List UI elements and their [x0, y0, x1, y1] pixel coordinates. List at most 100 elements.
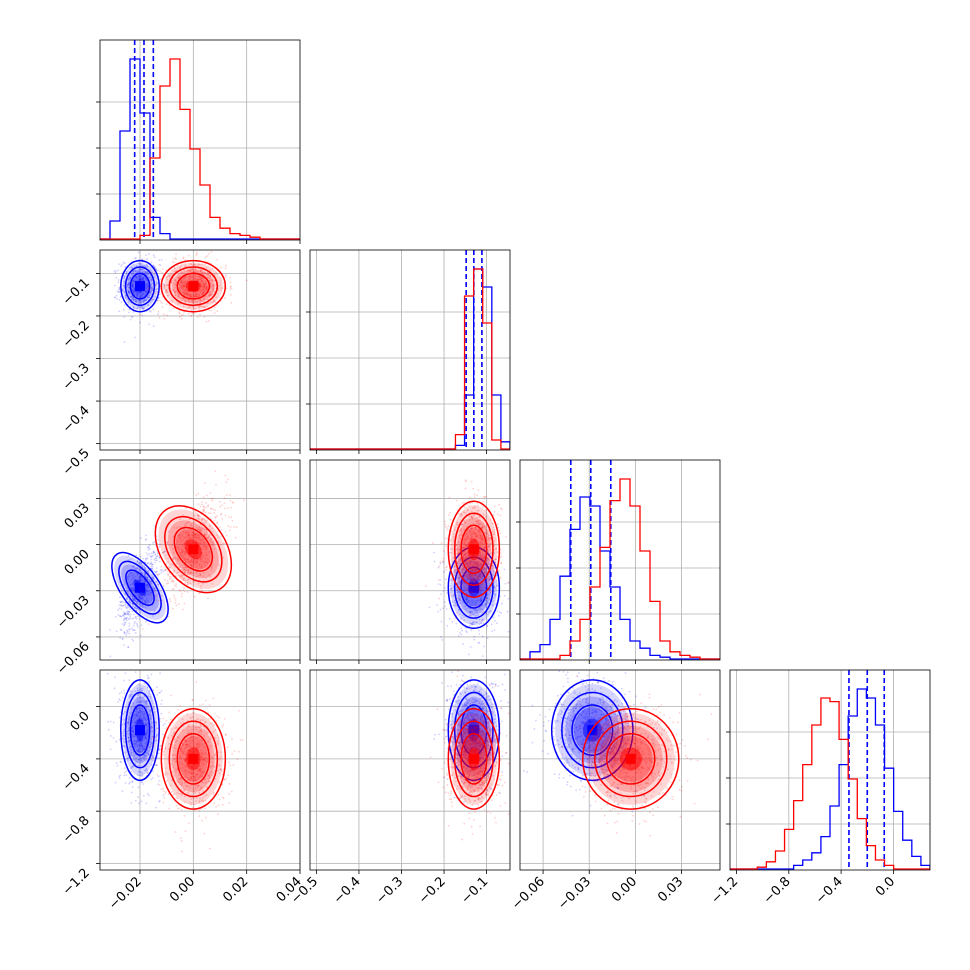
sample-point	[115, 294, 118, 297]
sample-point	[199, 542, 202, 545]
sample-point	[120, 615, 123, 618]
sample-point	[128, 282, 130, 285]
sample-point	[206, 306, 209, 308]
sample-point	[156, 280, 158, 283]
sample-point	[136, 607, 138, 610]
sample-point	[136, 291, 138, 294]
sample-point	[128, 275, 131, 278]
sample-point	[149, 310, 152, 313]
sample-point	[151, 567, 154, 570]
sample-point	[483, 546, 486, 549]
sample-point	[129, 608, 132, 611]
sample-point	[139, 278, 142, 280]
sample-point	[196, 560, 198, 562]
sample-point	[480, 597, 482, 600]
sample-point	[183, 568, 186, 571]
sample-point	[131, 629, 134, 631]
sample-point	[128, 622, 131, 625]
sample-point	[463, 605, 466, 608]
sample-point	[223, 497, 226, 499]
sample-point	[158, 757, 161, 760]
contour-line	[118, 560, 162, 615]
sample-point	[200, 539, 203, 542]
sample-point	[220, 279, 223, 282]
sample-point	[163, 284, 166, 287]
sample-point	[462, 643, 464, 645]
sample-point	[208, 539, 211, 542]
sample-point	[475, 609, 477, 612]
axes-frame	[99, 249, 301, 451]
sample-point	[184, 289, 187, 292]
sample-point	[470, 480, 473, 483]
sample-point	[146, 577, 149, 580]
sample-point	[150, 290, 152, 293]
sample-point	[142, 292, 144, 295]
sample-point	[205, 285, 208, 288]
sample-point	[130, 316, 133, 319]
sample-point	[151, 567, 153, 570]
sample-point	[141, 268, 144, 270]
sample-point	[198, 293, 201, 296]
sample-point	[448, 496, 451, 499]
sample-point	[475, 604, 478, 607]
sample-point	[496, 555, 499, 558]
sample-point	[204, 306, 206, 309]
sample-point	[145, 254, 148, 257]
sample-point	[183, 550, 186, 553]
sample-point	[144, 290, 147, 293]
sample-point	[146, 283, 149, 285]
sample-point	[166, 278, 169, 281]
sample-point	[136, 561, 139, 563]
sample-point	[171, 579, 174, 582]
sample-point	[469, 614, 471, 617]
sample-point	[182, 285, 185, 287]
sample-point	[184, 523, 187, 526]
sample-point	[150, 287, 153, 290]
sample-point	[135, 271, 138, 274]
sample-point	[175, 585, 178, 588]
sample-point	[477, 614, 480, 616]
sample-point	[163, 722, 166, 725]
sample-point	[499, 532, 501, 535]
sample-point	[195, 295, 198, 297]
sample-point	[463, 615, 466, 618]
sample-point	[469, 646, 472, 648]
sample-point	[183, 284, 186, 287]
sample-point	[171, 269, 173, 272]
sample-point	[148, 578, 151, 581]
sample-point	[137, 615, 139, 618]
sample-point	[142, 301, 145, 304]
hist-panel-2	[520, 460, 720, 660]
sample-point	[145, 556, 148, 559]
sample-point	[193, 296, 196, 298]
sample-point	[469, 573, 472, 576]
sample-point	[164, 291, 167, 294]
sample-point	[185, 522, 188, 525]
sample-point	[141, 565, 144, 568]
sample-point	[208, 551, 211, 554]
sample-point	[186, 579, 189, 581]
sample-point	[470, 536, 473, 538]
sample-point	[118, 310, 121, 313]
sample-point	[178, 574, 181, 577]
sample-point	[206, 537, 209, 540]
sample-point	[219, 289, 222, 292]
sample-point	[197, 568, 200, 571]
sample-point	[478, 603, 481, 606]
sample-point	[124, 612, 127, 615]
sample-point	[506, 610, 509, 613]
sample-point	[194, 291, 197, 294]
sample-point	[132, 598, 134, 601]
sample-point	[192, 302, 195, 304]
sample-point	[132, 598, 135, 601]
sample-point	[186, 536, 188, 539]
sample-point	[183, 292, 186, 295]
sample-point	[136, 294, 139, 297]
sample-point	[156, 552, 159, 555]
sample-point	[133, 290, 135, 293]
sample-point	[151, 298, 154, 300]
sample-point	[183, 269, 186, 272]
sample-point	[460, 616, 462, 619]
sample-point	[134, 620, 136, 623]
sample-point	[482, 589, 485, 592]
